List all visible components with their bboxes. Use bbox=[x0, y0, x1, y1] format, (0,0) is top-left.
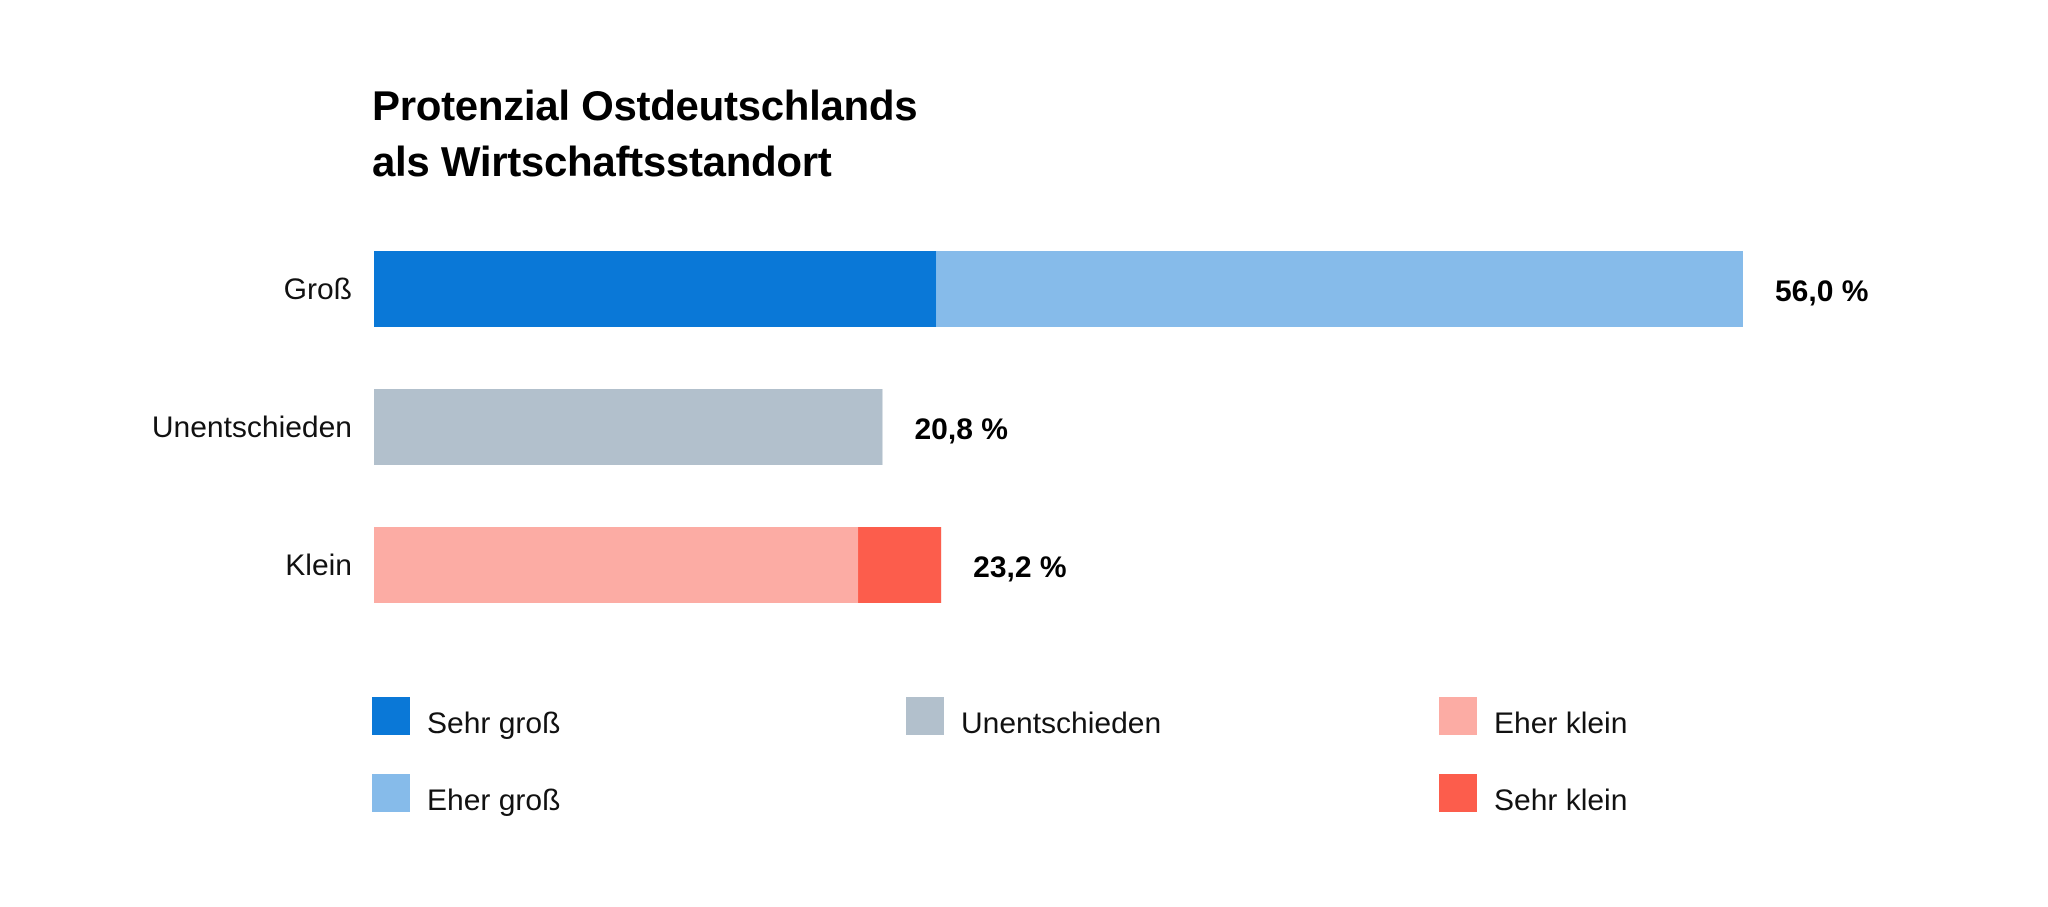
category-label-unentschieden: Unentschieden bbox=[152, 411, 352, 444]
category-label-klein: Klein bbox=[285, 549, 352, 582]
legend-label-sehr-gross: Sehr groß bbox=[427, 707, 560, 740]
total-label-unentschieden: 20,8 % bbox=[914, 413, 1007, 446]
legend-label-unentschieden: Unentschieden bbox=[961, 707, 1161, 740]
legend-label-eher-klein: Eher klein bbox=[1494, 707, 1627, 740]
legend-label-eher-gross: Eher groß bbox=[427, 784, 560, 817]
legend-swatch-eher-gross bbox=[372, 774, 410, 812]
chart-title-line-2: als Wirtschaftsstandort bbox=[372, 138, 832, 185]
bar-segment-klein-sehr-klein bbox=[858, 527, 942, 603]
bar-segment-gross-eher-gross bbox=[936, 251, 1743, 327]
legend-swatch-sehr-klein bbox=[1439, 774, 1477, 812]
chart-title: Protenzial Ostdeutschlands als Wirtschaf… bbox=[372, 78, 918, 190]
category-label-gross: Groß bbox=[284, 273, 352, 306]
total-label-gross: 56,0 % bbox=[1775, 275, 1868, 308]
legend-label-sehr-klein: Sehr klein bbox=[1494, 784, 1627, 817]
bar-segment-klein-eher-klein bbox=[374, 527, 859, 603]
legend-swatch-sehr-gross bbox=[372, 697, 410, 735]
legend-swatch-unentschieden bbox=[906, 697, 944, 735]
chart-title-line-1: Protenzial Ostdeutschlands bbox=[372, 82, 918, 129]
total-label-klein: 23,2 % bbox=[973, 551, 1066, 584]
legend-swatch-eher-klein bbox=[1439, 697, 1477, 735]
bar-segment-unentschieden-unentschieden bbox=[374, 389, 883, 465]
bar-segment-gross-sehr-gross bbox=[374, 251, 937, 327]
